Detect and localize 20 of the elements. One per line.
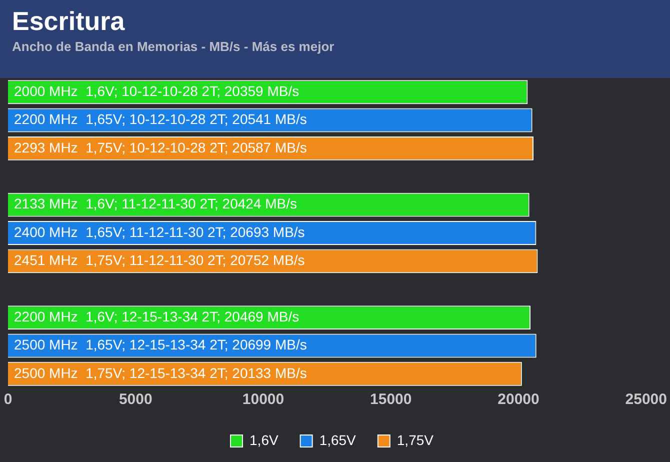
y-tick-label: 2200 MHz 1,65V; 10-12-10-28 2T; 20541 MB/s — [14, 111, 307, 128]
legend-label: 1,75V — [396, 432, 434, 448]
chart-title: Escritura — [12, 6, 126, 37]
x-tick-label: 20000 — [498, 391, 540, 408]
y-tick-label: 2500 MHz 1,75V; 12-15-13-34 2T; 20133 MB/s — [14, 364, 307, 381]
legend-label: 1,65V — [319, 432, 357, 448]
x-tick-label: 10000 — [242, 391, 284, 408]
x-tick-label: 25000 — [625, 391, 668, 408]
x-tick-label: 15000 — [370, 391, 412, 408]
y-tick-label: 2500 MHz 1,65V; 12-15-13-34 2T; 20699 MB/s — [14, 336, 307, 353]
y-tick-label: 2400 MHz 1,65V; 11-12-11-30 2T; 20693 MB/s — [14, 224, 305, 240]
x-tick-label: 5000 — [118, 391, 152, 408]
chart-subtitle: Ancho de Banda en Memorias - MB/s - Más es mejor — [12, 39, 336, 54]
legend-label: 1,6V — [250, 432, 279, 448]
y-tick-label: 2293 MHz 1,75V; 10-12-10-28 2T; 20587 MB/s — [14, 139, 307, 156]
y-tick-label: 2133 MHz 1,6V; 11-12-11-30 2T; 20424 MB/s — [14, 196, 298, 212]
y-tick-label: 2200 MHz 1,6V; 12-15-13-34 2T; 20469 MB/s — [14, 308, 300, 324]
y-tick-label: 2451 MHz 1,75V; 11-12-11-30 2T; 20752 MB/s — [14, 252, 305, 268]
x-tick-label: 0 — [4, 391, 12, 408]
y-tick-label: 2000 MHz 1,6V; 10-12-10-28 2T; 20359 MB/s — [14, 82, 300, 99]
